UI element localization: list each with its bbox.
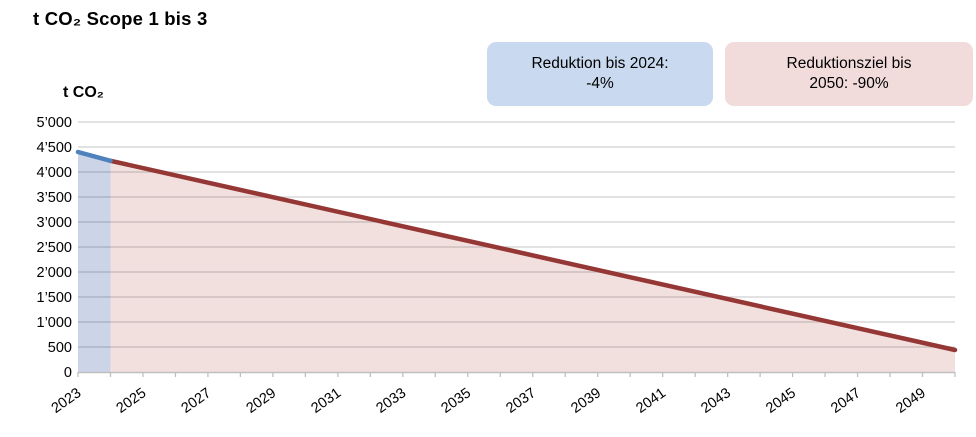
callout-reduction-2024-line1: Reduktion bis 2024: [531, 55, 669, 72]
y-tick-label: 2’500 [37, 240, 72, 256]
series-area-1 [110, 160, 955, 372]
x-tick-label: 2039 [568, 385, 604, 417]
series-line-0 [75, 149, 113, 164]
x-tick-label: 2043 [698, 385, 734, 417]
y-tick-label: 500 [48, 340, 72, 356]
x-tick-label: 2023 [49, 385, 85, 417]
callout-target-2050-line2: 2050: -90% [809, 75, 889, 92]
chart-title: t CO₂ Scope 1 bis 3 [33, 8, 208, 29]
x-tick-label: 2035 [438, 385, 474, 417]
x-tick-label: 2045 [763, 385, 799, 417]
y-tick-label: 1’000 [37, 315, 72, 331]
x-tick-label: 2041 [633, 385, 669, 417]
callout-reduction-2024: Reduktion bis 2024: -4% [487, 42, 713, 106]
x-tick-label: 2047 [828, 385, 864, 417]
y-tick-label: 5’000 [37, 115, 72, 131]
y-tick-label: 3’000 [37, 215, 72, 231]
x-tick-label: 2037 [503, 385, 539, 417]
x-tick-label: 2025 [114, 385, 150, 417]
y-tick-label: 0 [64, 365, 72, 381]
callout-reduction-2024-line2: -4% [586, 75, 614, 92]
series-area-0 [78, 152, 111, 372]
y-tick-label: 3’500 [37, 190, 72, 206]
x-tick-label: 2049 [893, 385, 929, 417]
x-tick-label: 2033 [374, 385, 410, 417]
callout-target-2050-line1: Reduktionsziel bis [786, 55, 912, 72]
series-line-1 [108, 158, 958, 353]
y-tick-label: 4’500 [37, 140, 72, 156]
x-tick-label: 2031 [309, 385, 345, 417]
x-tick-label: 2029 [244, 385, 280, 417]
callout-target-2050: Reduktionsziel bis 2050: -90% [725, 42, 973, 106]
y-tick-label: 4’000 [37, 165, 72, 181]
y-tick-label: 1’500 [37, 290, 72, 306]
y-axis-unit-label: t CO₂ [63, 84, 104, 101]
x-tick-label: 2027 [179, 385, 215, 417]
y-tick-label: 2’000 [37, 265, 72, 281]
